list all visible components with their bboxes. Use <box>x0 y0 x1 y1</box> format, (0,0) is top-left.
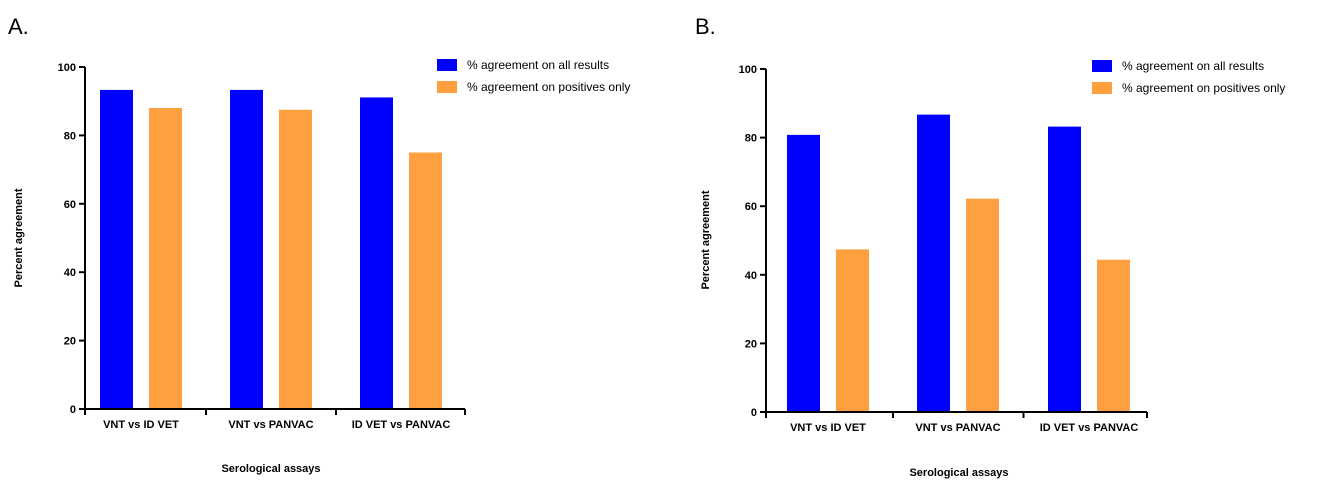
legend-label: % agreement on all results <box>467 58 609 72</box>
legend-swatch <box>437 59 457 71</box>
y-tick-label: 80 <box>745 133 757 145</box>
x-tick-label: ID VET vs PANVAC <box>352 419 451 431</box>
y-tick-label: 40 <box>745 270 757 282</box>
y-tick-label: 0 <box>70 404 76 416</box>
y-tick-label: 20 <box>64 336 76 348</box>
bar-all-results-3 <box>360 97 393 410</box>
y-tick-label: 60 <box>745 201 757 213</box>
x-tick-label: VNT vs PANVAC <box>228 419 313 431</box>
x-tick-label: VNT vs ID VET <box>790 422 866 434</box>
y-tick-label: 100 <box>739 64 757 76</box>
panel-label: B. <box>695 14 716 39</box>
bar-all-results-1 <box>100 89 133 409</box>
x-axis-title: Serological assays <box>909 467 1008 479</box>
legend-label: % agreement on all results <box>1122 59 1264 73</box>
x-tick-label: VNT vs ID VET <box>103 419 179 431</box>
y-tick-label: 20 <box>745 338 757 350</box>
bar-all-results-3 <box>1048 126 1081 413</box>
x-tick-label: VNT vs PANVAC <box>915 422 1000 434</box>
y-tick-label: 60 <box>64 199 76 211</box>
y-tick-label: 100 <box>58 62 76 74</box>
y-tick-label: 40 <box>64 267 76 279</box>
legend-label: % agreement on positives only <box>467 80 630 94</box>
panel-label: A. <box>8 14 29 39</box>
y-tick-label: 0 <box>751 407 757 419</box>
bar-positives-only-1 <box>836 249 869 412</box>
bar-all-results-2 <box>230 89 263 409</box>
bar-positives-only-3 <box>409 152 442 409</box>
x-tick-label: ID VET vs PANVAC <box>1040 422 1139 434</box>
y-tick-label: 80 <box>64 130 76 142</box>
legend-swatch <box>1092 60 1112 72</box>
legend-swatch <box>437 81 457 93</box>
legend-label: % agreement on positives only <box>1122 81 1285 95</box>
bar-all-results-1 <box>787 134 820 412</box>
bar-positives-only-3 <box>1097 259 1130 412</box>
bar-positives-only-1 <box>149 108 182 409</box>
legend-swatch <box>1092 82 1112 94</box>
y-axis-title: Percent agreement <box>13 188 25 287</box>
bar-positives-only-2 <box>966 198 999 412</box>
bar-positives-only-2 <box>279 109 312 409</box>
bar-all-results-2 <box>917 114 950 412</box>
y-axis-title: Percent agreement <box>700 190 712 289</box>
x-axis-title: Serological assays <box>221 463 320 475</box>
